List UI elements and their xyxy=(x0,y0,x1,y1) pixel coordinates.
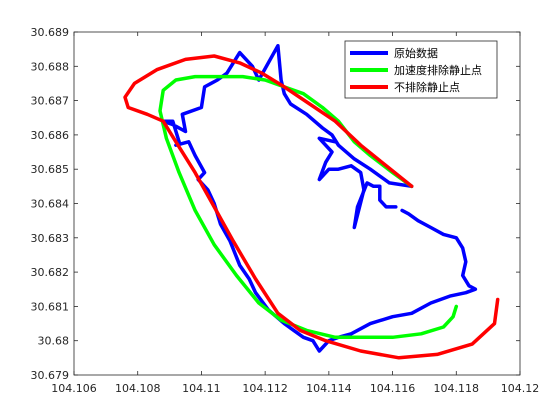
x-tick-label: 104.12 xyxy=(501,382,540,395)
x-tick-label: 104.106 xyxy=(51,382,97,395)
series-line-raw xyxy=(161,43,478,353)
series-line-nostop xyxy=(123,54,500,360)
x-tick-label: 104.112 xyxy=(242,382,288,395)
axis-layer: 104.106 104.108 104.11 104.112 104.114 104.11… xyxy=(31,26,540,395)
x-tick-label: 104.11 xyxy=(182,382,221,395)
y-tick-label: 30.685 xyxy=(31,163,70,176)
y-tick-label: 30.688 xyxy=(31,60,70,73)
legend-label-raw: 原始数据 xyxy=(394,46,438,60)
series-line-accel xyxy=(158,74,459,340)
x-tick-label: 104.116 xyxy=(370,382,416,395)
x-tick-label: 104.108 xyxy=(115,382,161,395)
y-tick-label: 30.679 xyxy=(31,369,70,382)
legend: 原始数据 加速度排除静止点 不排除静止点 xyxy=(344,40,498,99)
y-tick-label: 30.684 xyxy=(31,198,70,211)
x-tick-label: 104.118 xyxy=(434,382,480,395)
y-tick-label: 30.681 xyxy=(31,300,70,313)
y-tick-label: 30.689 xyxy=(31,26,70,39)
x-tick-label: 104.114 xyxy=(306,382,352,395)
legend-label-accel: 加速度排除静止点 xyxy=(394,63,482,77)
y-tick-label: 30.682 xyxy=(31,266,70,279)
y-tick-label: 30.68 xyxy=(38,335,70,348)
series-layer xyxy=(123,43,500,360)
y-tick-label: 30.687 xyxy=(31,95,70,108)
legend-label-nostop: 不排除静止点 xyxy=(394,80,460,94)
y-tick-label: 30.683 xyxy=(31,232,70,245)
y-tick-label: 30.686 xyxy=(31,129,70,142)
